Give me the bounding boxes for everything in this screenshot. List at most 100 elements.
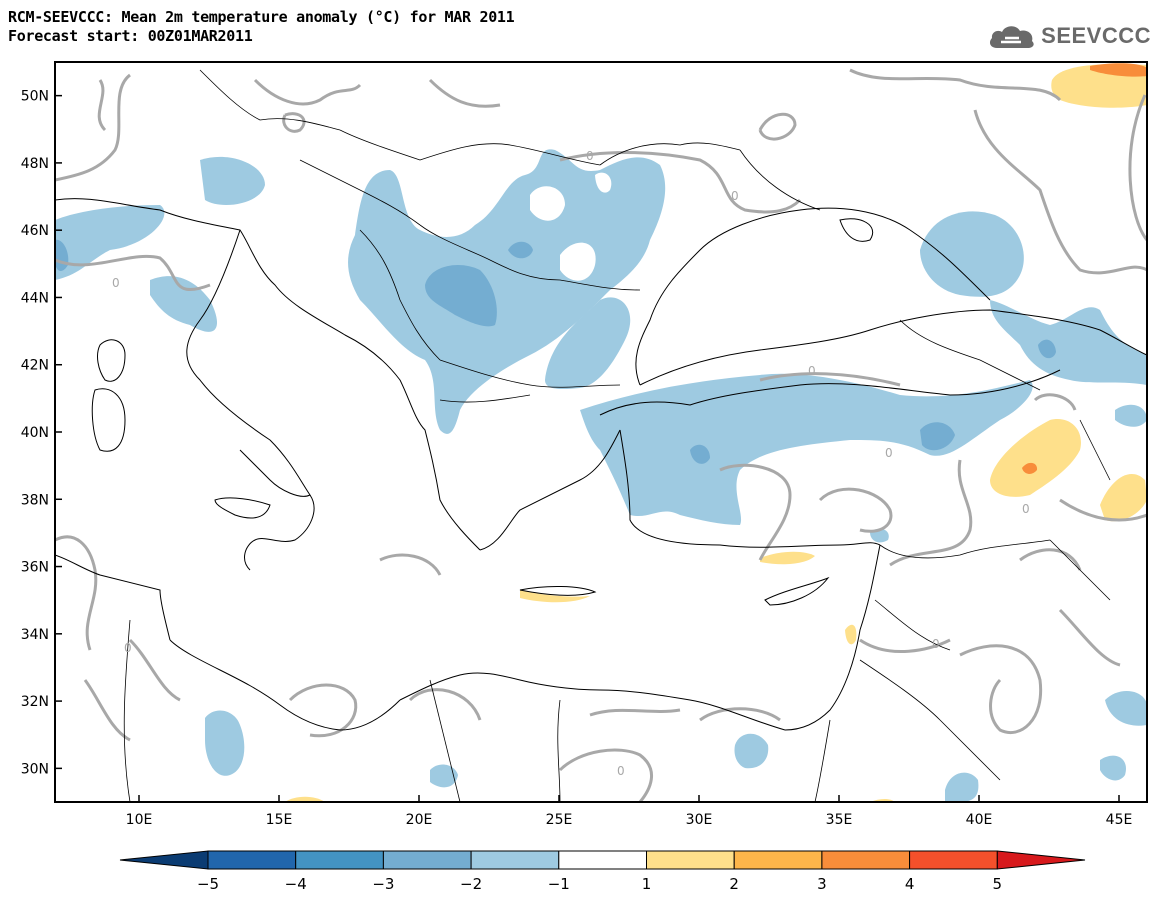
colorbar-label: 1 [642, 875, 652, 893]
colorbar-low-extension [119, 850, 209, 870]
coastline [91, 388, 126, 452]
contour-line [282, 112, 306, 133]
contour-line [55, 254, 211, 292]
lon-tick-label: 25E [546, 812, 573, 828]
contour-line [1019, 548, 1082, 571]
zero-contours [55, 68, 1147, 802]
anomaly-area [205, 710, 245, 776]
colorbar-segment [909, 850, 998, 870]
coastline [186, 229, 311, 497]
lon-tick-label: 15E [266, 812, 293, 828]
contour-line [589, 708, 681, 717]
contour-line [97, 79, 107, 132]
coastline [599, 369, 1061, 416]
border [419, 224, 641, 291]
colorbar-label: −3 [372, 875, 394, 893]
contour-line [1059, 498, 1147, 522]
anomaly-area [1100, 755, 1126, 781]
coastline [399, 672, 786, 731]
border [814, 719, 831, 802]
colorbar-segment [470, 850, 560, 870]
no-anomaly-holes [530, 172, 612, 281]
anomaly-area [845, 624, 857, 645]
latitude-axis: 50N 48N 46N 44N 42N 40N 38N 36N 34N 32N 30N [21, 89, 62, 777]
title-line-1: RCM-SEEVCCC: Mean 2m temperature anomaly… [8, 8, 515, 26]
lon-tick-label: 10E [126, 812, 153, 828]
anomaly-area [1115, 404, 1147, 427]
lat-tick-label: 36N [21, 560, 49, 576]
contour-line [973, 109, 1147, 275]
anomaly-area [425, 265, 497, 327]
coastline [214, 497, 271, 519]
colorbar-label: 4 [905, 875, 915, 893]
border [874, 599, 951, 651]
anomaly-area [520, 590, 590, 603]
border [339, 129, 601, 166]
colorbar-segment [558, 850, 647, 870]
title-line-2: Forecast start: 00Z01MAR2011 [8, 27, 253, 45]
anomaly-area [690, 444, 710, 464]
border [859, 659, 1001, 781]
lon-tick-label: 40E [966, 812, 993, 828]
contour-line [558, 748, 653, 802]
coastline [764, 576, 830, 606]
contour-line [699, 707, 781, 722]
lon-tick-label: 30E [686, 812, 713, 828]
border [359, 229, 441, 361]
border [1079, 419, 1111, 481]
contour-label: 0 [124, 641, 132, 655]
contour-line [253, 78, 362, 106]
lon-tick-label: 45E [1106, 812, 1133, 828]
colorbar-segment [646, 850, 735, 870]
border [1049, 539, 1111, 601]
lat-tick-label: 48N [21, 156, 49, 172]
anomaly-area [580, 373, 1033, 525]
colorbar-label: −2 [460, 875, 482, 893]
contour-label: 0 [617, 764, 625, 778]
lat-tick-label: 38N [21, 492, 49, 508]
coastline [97, 339, 126, 382]
border [199, 69, 341, 131]
anomaly-area [55, 205, 165, 280]
coastline [169, 639, 401, 731]
anomaly-hole [595, 172, 612, 193]
colorbar-label: 5 [993, 875, 1003, 893]
coastline [619, 429, 881, 548]
lat-tick-label: 34N [21, 627, 49, 643]
seevccc-logo: SEEVCCC [987, 22, 1151, 50]
colorbar-label: −4 [285, 875, 307, 893]
contour-line [288, 683, 358, 738]
contour-line [559, 151, 802, 214]
border [299, 159, 421, 226]
lat-tick-label: 30N [21, 761, 49, 777]
anomaly-area [1105, 690, 1147, 726]
lat-tick-label: 32N [21, 694, 49, 710]
contour-line [719, 463, 792, 561]
contour-line [859, 638, 951, 654]
contour-line [128, 638, 181, 702]
border [739, 149, 821, 211]
contour-line [1058, 608, 1121, 667]
anomaly-area [760, 551, 815, 565]
border [879, 539, 1051, 559]
anomaly-area [990, 300, 1147, 385]
anomaly-area [200, 156, 265, 205]
country-borders [123, 69, 1111, 802]
longitude-axis: 10E 15E 20E 25E 30E 35E 40E 45E [126, 795, 1133, 828]
coastline [244, 494, 315, 571]
coastline [479, 429, 621, 551]
anomaly-area [508, 241, 533, 259]
contour-label: 0 [586, 149, 594, 163]
colorbar-label: −1 [548, 875, 570, 893]
coastline [55, 198, 481, 551]
coastline [55, 554, 171, 641]
anomaly-area [945, 772, 979, 802]
contour-line [818, 487, 893, 533]
anomaly-area [990, 419, 1081, 497]
strong-warm-anomaly-areas [1022, 63, 1147, 474]
contour-line [849, 68, 1062, 102]
coastline [635, 207, 991, 386]
contour-line [55, 73, 132, 182]
colorbar-segment [733, 850, 823, 870]
